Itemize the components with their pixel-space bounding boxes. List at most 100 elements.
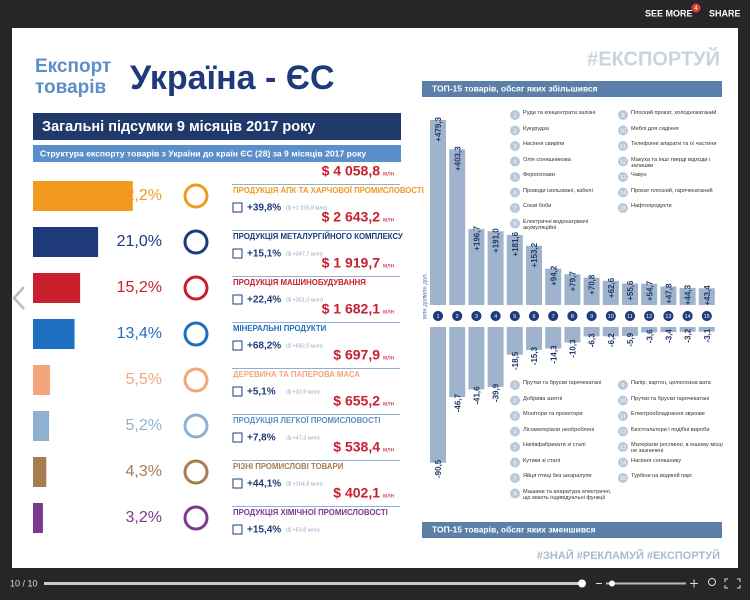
- legend-text: Монітори та проектори: [523, 411, 583, 417]
- value-label: -14,3: [549, 345, 558, 364]
- legend-number-circle: [510, 488, 520, 499]
- value-label: +70,8: [588, 274, 597, 295]
- category-marker: [644, 311, 655, 321]
- value-label: -90,5: [434, 459, 443, 478]
- amount: $ 4 058,8: [322, 163, 381, 179]
- legend-number: 4: [513, 159, 516, 165]
- legend-item: Нафтопродукти: [631, 203, 672, 209]
- category-marker: [529, 311, 539, 321]
- badge-dot: [691, 3, 701, 13]
- prev-arrow[interactable]: [12, 286, 25, 310]
- legend-text: Макуха та інші тверді відходи і залишки: [631, 156, 711, 169]
- value-label: -46,7: [453, 393, 462, 412]
- structure-box: [33, 145, 401, 162]
- sector-icon: [183, 275, 209, 301]
- legend-number-circle: [618, 156, 628, 167]
- bar: [641, 283, 658, 305]
- legend-number-circle: [510, 457, 520, 468]
- growth-abs: ($ +682,0 млн): [286, 343, 323, 349]
- legend-number: 12: [620, 429, 626, 435]
- legend-number: 13: [620, 445, 626, 451]
- legend-number: 5: [513, 445, 516, 451]
- growth-abs: ($ +351,0 млн): [286, 297, 323, 303]
- category-marker: [682, 311, 693, 321]
- zoom-slider[interactable]: [606, 582, 686, 585]
- legend-text: Чавун: [631, 172, 647, 178]
- hashtag-bottom: #ЗНАЙ #РЕКЛАМУЙ #ЕКСПОРТУЙ: [537, 549, 720, 562]
- legend-number-circle: [618, 125, 628, 136]
- sector-name: ПРОДУКЦІЯ АПК ТА ХАРЧОВОЇ ПРОМИСЛОВОСТІ: [233, 186, 424, 195]
- legend-number-circle: [618, 172, 628, 182]
- legend-text: Олія соняшникова: [523, 156, 571, 163]
- legend-number-circle: [510, 426, 520, 437]
- bar: [622, 283, 638, 305]
- title-small: товарів: [35, 77, 106, 98]
- growth: +39,8%: [247, 203, 281, 214]
- zoom-out[interactable]: [596, 583, 602, 584]
- zoom-in[interactable]: [690, 579, 698, 588]
- zoom-handle[interactable]: [609, 580, 615, 587]
- value-label: +44,3: [684, 284, 693, 305]
- name-line: [232, 460, 400, 461]
- share-bar: [33, 503, 43, 533]
- value-label: +62,6: [607, 277, 616, 298]
- category-marker: [452, 311, 463, 321]
- legend-text: Бюстгальтери і подібні вироби: [631, 426, 710, 433]
- sector-name: ПРОДУКЦІЯ МАШИНОБУДУВАННЯ: [233, 278, 366, 287]
- bar: [487, 327, 504, 387]
- growth-icon: [232, 432, 243, 443]
- progress-handle[interactable]: [578, 579, 586, 588]
- category-marker: [471, 311, 482, 321]
- progress-bar[interactable]: [44, 582, 582, 585]
- sector-icon: [183, 321, 209, 347]
- bar: [430, 327, 446, 463]
- legend-number-circle: [510, 218, 520, 229]
- legend-item: Руди та концентрати залізні: [523, 110, 595, 116]
- category-marker: [701, 311, 712, 321]
- bar: [698, 288, 715, 305]
- category-label: 10: [608, 314, 614, 320]
- value-label: -41,6: [473, 386, 482, 405]
- legend-text: Феросплави: [523, 172, 555, 178]
- category-label: 15: [704, 314, 710, 320]
- amount: $ 697,9: [333, 347, 380, 363]
- legend-item: Прокат плоский, гарячекатаний: [631, 188, 713, 194]
- legend-text: Електричні водонагрівачі акумуляційні: [523, 218, 589, 231]
- growth-abs: ($ +53,8 млн): [286, 527, 320, 533]
- name-line: [232, 230, 400, 231]
- legend-item: Кутики зі сталі: [523, 458, 560, 464]
- legend-number-circle: [618, 141, 628, 151]
- legend-number-circle: [510, 473, 520, 483]
- fullscreen[interactable]: [724, 578, 741, 589]
- legend-item: Машини та апаратура електричні, що мають…: [523, 489, 611, 501]
- chart-title: ТОП-15 товарів, обсяг яких збільшився: [432, 83, 598, 93]
- search[interactable]: [708, 578, 716, 586]
- legend-text: Папір, картон, целюлозна вата: [631, 380, 711, 386]
- legend-number-circle: [510, 442, 520, 452]
- legend-item: Яйця птиці без шкаралупи: [523, 473, 592, 479]
- legend-number: 9: [621, 383, 624, 389]
- legend-item: Матеріали рослинні, в іншому місці не за…: [631, 442, 723, 454]
- title-big: Україна - ЄС: [130, 59, 335, 97]
- legend-text: Кукурудза: [523, 125, 549, 132]
- bar: [468, 327, 485, 390]
- chart-title-box: [422, 522, 722, 538]
- legend-number: 3: [513, 414, 516, 420]
- bar: [641, 327, 658, 333]
- growth-abs: ($ +47,3 млн): [286, 435, 320, 441]
- legend-number: 6: [513, 460, 516, 466]
- legend-item: Електрообладнання звукове: [631, 411, 705, 417]
- category-label: 6: [532, 314, 535, 320]
- value-label: +94,2: [549, 265, 558, 286]
- value-label: +191,0: [492, 228, 501, 253]
- bar: [660, 327, 677, 333]
- share-label: 21,0%: [117, 233, 162, 250]
- legend-text: Меблі для сидіння: [631, 125, 679, 132]
- share-label: 5,2%: [126, 417, 162, 434]
- see-more[interactable]: SEE MORE: [645, 8, 693, 18]
- legend-item: Кукурудза: [523, 125, 549, 132]
- sector-icon: [183, 229, 209, 255]
- growth-abs: ($ +347,7 млн): [286, 251, 323, 257]
- share[interactable]: SHARE: [709, 8, 741, 18]
